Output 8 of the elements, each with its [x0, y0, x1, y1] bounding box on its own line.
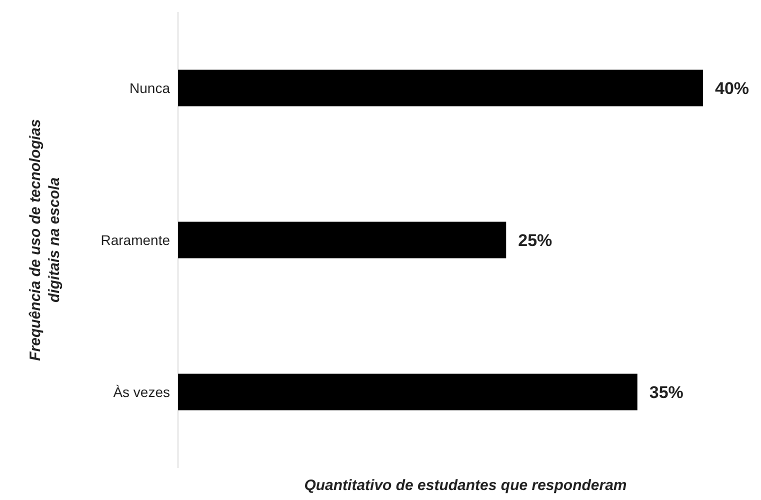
- data-label: 40%: [715, 78, 750, 98]
- y-tick-label: Raramente: [100, 232, 170, 248]
- data-label: 25%: [518, 230, 552, 250]
- y-tick-label: Nunca: [130, 80, 170, 96]
- x-axis-title: Quantitativo de estudantes que responderam: [304, 477, 627, 494]
- data-label: 35%: [649, 382, 684, 402]
- y-axis-title: Frequência de uso de tecnologias digitais na escola: [27, 119, 63, 361]
- y-tick-label: Às vezes: [113, 384, 170, 400]
